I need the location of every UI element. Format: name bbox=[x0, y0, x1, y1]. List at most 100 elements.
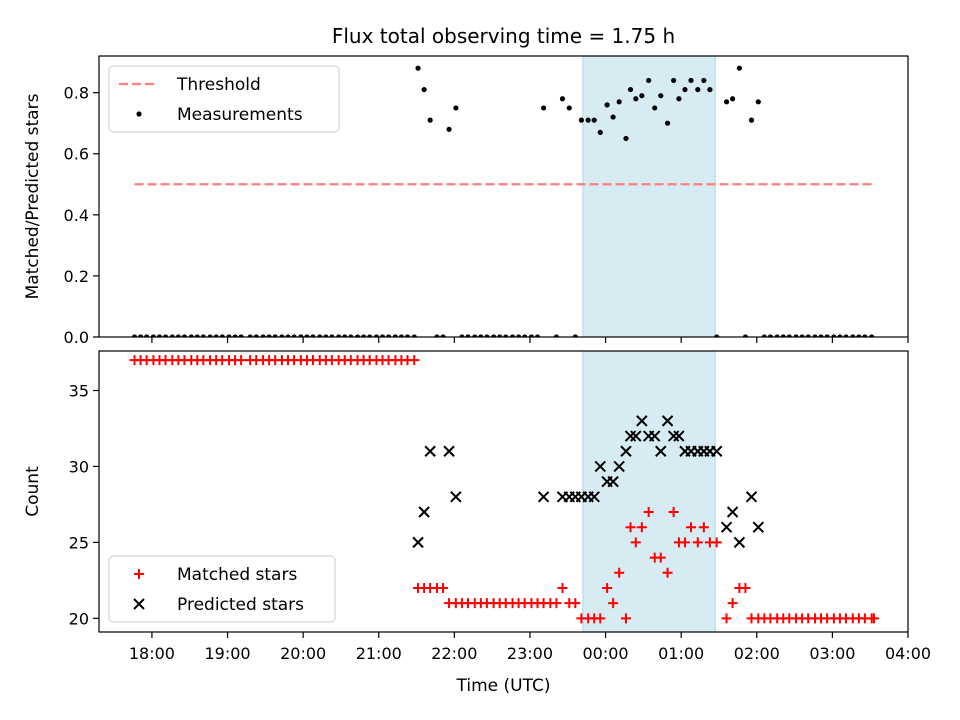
measurement-point bbox=[440, 334, 446, 337]
x-tick-label: 23:00 bbox=[507, 644, 553, 663]
measurement-point bbox=[701, 77, 707, 84]
measurement-point bbox=[856, 334, 862, 337]
legend-measurement-swatch bbox=[136, 111, 142, 117]
matched-star-point bbox=[625, 522, 636, 533]
measurement-point bbox=[682, 86, 688, 93]
measurement-point bbox=[260, 334, 266, 337]
measurement-point bbox=[843, 334, 849, 337]
predicted-star-point bbox=[424, 445, 436, 457]
matched-star-point bbox=[668, 507, 679, 518]
matched-star-point bbox=[636, 522, 647, 533]
y-tick-label: 0.6 bbox=[64, 145, 89, 164]
measurement-point bbox=[862, 334, 868, 337]
predicted-star-point bbox=[661, 415, 674, 427]
matched-star-point bbox=[630, 537, 641, 548]
measurement-point bbox=[761, 334, 767, 337]
matched-star-point bbox=[711, 537, 722, 548]
measurement-point bbox=[137, 334, 144, 337]
measurement-point bbox=[837, 334, 843, 337]
measurement-point bbox=[285, 334, 291, 337]
y-axis-label: Matched/Predicted stars bbox=[23, 93, 43, 299]
y-tick-label: 20 bbox=[69, 609, 89, 628]
measurement-point bbox=[162, 334, 169, 337]
y-tick-label: 25 bbox=[69, 533, 89, 552]
measurement-point bbox=[181, 334, 188, 337]
measurement-point bbox=[446, 126, 452, 132]
predicted-star-point bbox=[649, 430, 661, 442]
predicted-star-point bbox=[630, 430, 642, 442]
axes-frame bbox=[98, 55, 909, 338]
legend-label: Threshold bbox=[176, 75, 261, 95]
measurement-point bbox=[304, 334, 310, 337]
measurement-point bbox=[491, 334, 497, 337]
measurement-point bbox=[323, 334, 329, 337]
legend-box bbox=[108, 555, 336, 623]
measurement-point bbox=[291, 334, 297, 337]
x-tick-label: 00:00 bbox=[583, 644, 629, 663]
legend-label: Predicted stars bbox=[177, 595, 304, 615]
measurement-point bbox=[398, 334, 405, 337]
measurement-point bbox=[755, 99, 761, 105]
measurement-point bbox=[484, 334, 490, 337]
measurement-point bbox=[723, 99, 730, 105]
measurement-point bbox=[348, 334, 354, 337]
measurement-point bbox=[767, 334, 773, 337]
plot-marks bbox=[129, 355, 879, 624]
x-tick-label: 18:00 bbox=[129, 644, 175, 663]
measurement-point bbox=[175, 334, 181, 337]
measurement-point bbox=[465, 334, 471, 337]
measurement-point bbox=[639, 93, 645, 99]
measurement-point bbox=[869, 334, 875, 337]
predicted-star-point bbox=[443, 445, 455, 457]
x-tick-label: 02:00 bbox=[734, 644, 780, 663]
measurement-point bbox=[566, 105, 572, 111]
matched-star-point bbox=[614, 567, 625, 578]
predicted-star-point bbox=[711, 445, 723, 457]
predicted-star-point bbox=[673, 430, 685, 442]
measurement-point bbox=[379, 334, 386, 337]
measurement-point bbox=[610, 114, 616, 120]
matched-star-point bbox=[721, 613, 732, 624]
measurement-point bbox=[226, 334, 232, 337]
measurement-point bbox=[627, 86, 634, 93]
measurement-point bbox=[373, 334, 380, 337]
y-tick-label: 0.2 bbox=[64, 267, 89, 286]
measurement-point bbox=[329, 334, 335, 337]
x-tick-label: 21:00 bbox=[356, 644, 402, 663]
measurement-point bbox=[354, 334, 361, 337]
measurement-point bbox=[729, 96, 736, 102]
measurement-point bbox=[604, 102, 610, 108]
predicted-star-point bbox=[588, 491, 600, 503]
measurement-point bbox=[150, 334, 157, 337]
measurement-point bbox=[824, 334, 830, 337]
measurement-point bbox=[812, 334, 818, 337]
measurement-point bbox=[361, 334, 367, 337]
measurement-point bbox=[509, 334, 516, 337]
measurement-point bbox=[805, 334, 811, 337]
x-axis-label: Time (UTC) bbox=[456, 676, 551, 696]
matched-star-point bbox=[868, 613, 879, 624]
matched-star-point bbox=[643, 507, 654, 518]
y-tick-label: 0.0 bbox=[64, 328, 89, 347]
y-tick-label: 30 bbox=[69, 457, 89, 476]
matched-star-point bbox=[679, 537, 690, 548]
matched-star-point bbox=[608, 598, 619, 609]
measurement-point bbox=[342, 334, 348, 337]
measurement-point bbox=[336, 334, 342, 337]
x-tick-label: 22:00 bbox=[431, 644, 477, 663]
measurement-point bbox=[253, 334, 259, 337]
measurement-point bbox=[434, 334, 440, 337]
measurement-point bbox=[238, 334, 244, 337]
measurement-point bbox=[748, 117, 755, 123]
y-tick-label: 35 bbox=[69, 381, 89, 400]
measurement-point bbox=[714, 334, 720, 337]
observing-span-shade bbox=[582, 56, 716, 337]
matched-star-point bbox=[620, 613, 631, 624]
measurement-point bbox=[266, 334, 272, 337]
matched-star-point bbox=[698, 522, 709, 533]
measurement-point bbox=[421, 86, 427, 93]
matched-star-point bbox=[551, 598, 562, 609]
predicted-star-point bbox=[450, 491, 462, 503]
measurement-point bbox=[503, 334, 509, 337]
